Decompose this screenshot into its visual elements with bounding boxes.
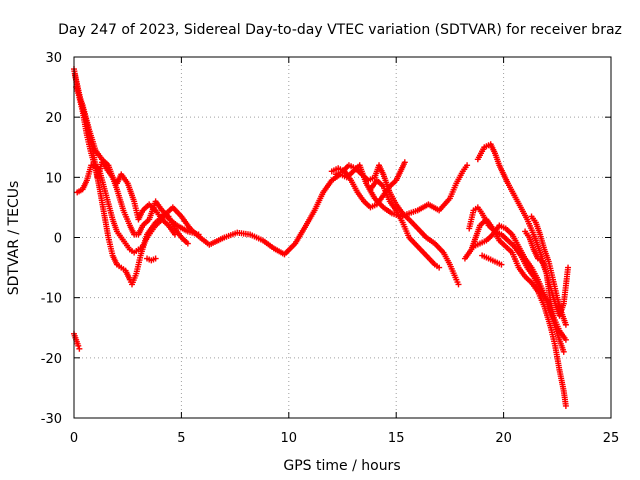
series-track-12: [470, 222, 567, 355]
data-point: [436, 264, 443, 271]
y-tick-label: 0: [54, 232, 62, 247]
x-axis-label: GPS time / hours: [283, 458, 400, 474]
series-track-16: [528, 213, 569, 328]
data-point: [464, 162, 471, 169]
y-tick-label: 10: [45, 171, 62, 186]
series-track-14: [479, 252, 505, 268]
y-tick-label: -20: [41, 352, 62, 367]
series-track-5: [71, 330, 83, 352]
series-track-9: [367, 177, 443, 271]
data-point: [562, 336, 569, 343]
data-point: [498, 261, 505, 268]
x-tick-label: 20: [495, 431, 512, 446]
series-track-2: [72, 72, 202, 238]
x-tick-label: 25: [603, 431, 620, 446]
data-point: [75, 342, 82, 349]
x-tick-label: 5: [177, 431, 185, 446]
series-track-4: [74, 162, 178, 256]
data-point: [171, 231, 178, 238]
y-tick-label: 30: [45, 51, 62, 66]
data-point: [195, 231, 202, 238]
x-tick-label: 10: [281, 431, 298, 446]
data-point: [562, 321, 569, 328]
data-point: [401, 159, 408, 166]
series-trace: [335, 164, 459, 285]
data-point: [152, 255, 159, 262]
data-point: [550, 312, 557, 319]
data-point: [560, 348, 567, 355]
data-point: [562, 402, 569, 409]
series-track-6: [144, 255, 159, 264]
data-point: [76, 345, 83, 352]
series-group: [71, 66, 572, 409]
data-point: [565, 264, 572, 271]
chart-title: Day 247 of 2023, Sidereal Day-to-day VTE…: [58, 22, 622, 38]
x-tick-label: 15: [388, 431, 405, 446]
data-point: [455, 281, 462, 288]
series-track-3: [73, 84, 191, 247]
y-tick-label: -10: [41, 292, 62, 307]
y-tick-label: 20: [45, 111, 62, 126]
series-track-15: [522, 228, 557, 319]
y-axis-label: SDTVAR / TECUs: [6, 181, 22, 296]
series-track-1: [71, 66, 471, 288]
data-point: [184, 240, 191, 247]
y-tick-label: -30: [41, 412, 62, 427]
x-ticks: 0 5 10 15 20 25: [70, 57, 619, 446]
series-track-10: [461, 216, 569, 409]
series-track-7: [328, 159, 408, 211]
x-tick-label: 0: [70, 431, 78, 446]
y-ticks: -30 -20 -10 0 10 20 30: [41, 51, 611, 427]
